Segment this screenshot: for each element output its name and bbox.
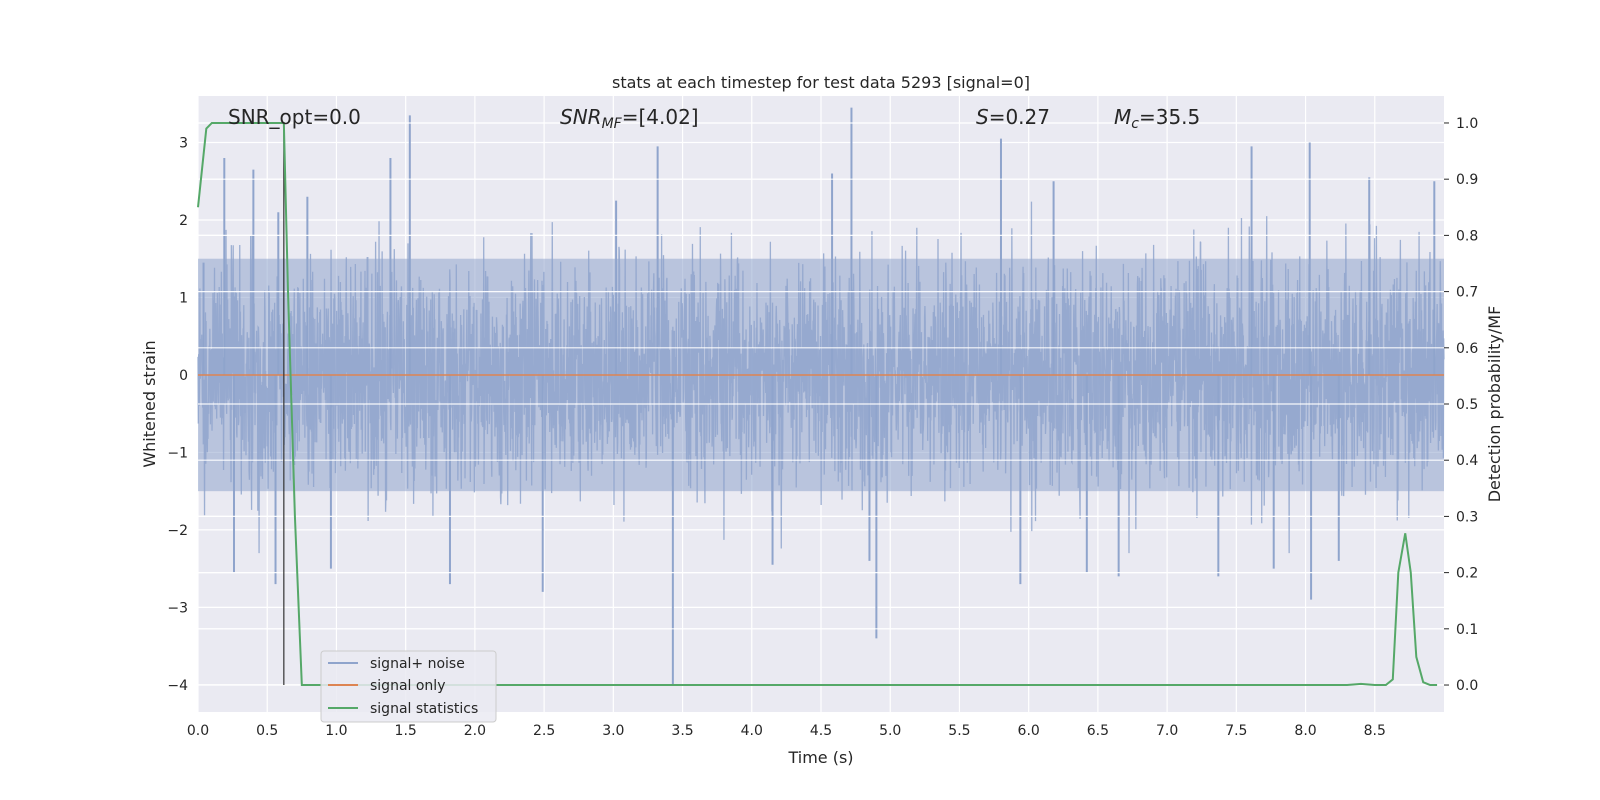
y-tick-label: −4 <box>167 678 188 694</box>
chart-title: stats at each timestep for test data 529… <box>612 73 1030 92</box>
y2-tick-label: 0.6 <box>1456 341 1478 357</box>
y2-tick-labels: 1.0 0.9 0.8 0.7 0.6 0.5 0.4 0.3 0.2 0.1 0.0 <box>1444 116 1478 694</box>
y-tick-label: 0 <box>179 368 188 384</box>
annotation-mc: Mc=35.5 <box>1114 105 1200 132</box>
annotation-snr-mf-name: SNR <box>560 105 602 129</box>
y2-tick-label: 1.0 <box>1456 116 1478 132</box>
y2-tick-label: 0.4 <box>1456 453 1478 469</box>
y2-tick-label: 0.2 <box>1456 566 1478 582</box>
annotation-mc-name: M <box>1114 105 1131 129</box>
annotation-snr-mf-value: =[4.02] <box>622 105 699 129</box>
y-tick-label: 2 <box>179 213 188 229</box>
x-tick-label: 3.5 <box>671 723 693 739</box>
y2-tick-label: 0.3 <box>1456 509 1478 525</box>
annotation-snr-mf-sub: MF <box>602 116 623 132</box>
x-tick-label: 7.0 <box>1156 723 1178 739</box>
annotation-mc-value: =35.5 <box>1139 105 1200 129</box>
x-tick-label: 3.0 <box>602 723 624 739</box>
y-axis-label: Whitened strain <box>140 340 159 467</box>
y2-tick-label: 0.5 <box>1456 397 1478 413</box>
y2-tick-label: 0.7 <box>1456 285 1478 301</box>
legend-label-signal-only: signal only <box>370 678 445 694</box>
x-tick-label: 5.5 <box>948 723 970 739</box>
y2-tick-label: 0.0 <box>1456 678 1478 694</box>
annotation-mc-sub: c <box>1131 116 1139 132</box>
y-tick-label: −2 <box>167 523 188 539</box>
y-tick-label: 3 <box>179 135 188 151</box>
x-tick-label: 2.0 <box>464 723 486 739</box>
x-tick-label: 8.5 <box>1364 723 1386 739</box>
x-tick-label: 7.5 <box>1225 723 1247 739</box>
x-tick-label: 4.5 <box>810 723 832 739</box>
y2-tick-label: 0.9 <box>1456 172 1478 188</box>
annotation-snr-mf: SNRMF=[4.02] <box>560 105 699 132</box>
x-tick-label: 5.0 <box>879 723 901 739</box>
x-tick-label: 1.5 <box>395 723 417 739</box>
x-axis-label: Time (s) <box>787 748 853 767</box>
legend-label-signal-statistics: signal statistics <box>370 701 478 717</box>
x-tick-label: 2.5 <box>533 723 555 739</box>
y-tick-label: −3 <box>167 600 188 616</box>
x-tick-label: 0.5 <box>256 723 278 739</box>
legend: signal+ noise signal only signal statist… <box>320 650 497 723</box>
y2-tick-label: 0.1 <box>1456 622 1478 638</box>
annotation-s: S=0.27 <box>976 105 1050 129</box>
x-tick-label: 0.0 <box>187 723 209 739</box>
y2-tick-label: 0.8 <box>1456 228 1478 244</box>
x-tick-label: 8.0 <box>1294 723 1316 739</box>
x-tick-label: 6.0 <box>1018 723 1040 739</box>
series-lines <box>197 121 1444 687</box>
x-tick-label: 4.0 <box>741 723 763 739</box>
y2-axis-label: Detection probability/MF <box>1485 306 1504 503</box>
legend-box <box>320 650 497 723</box>
y-tick-label: 1 <box>179 290 188 306</box>
legend-label-signal-plus-noise: signal+ noise <box>370 656 465 672</box>
annotation-snr-opt: SNR_opt=0.0 <box>228 105 361 129</box>
x-tick-label: 6.5 <box>1087 723 1109 739</box>
annotation-s-value: =0.27 <box>989 105 1050 129</box>
x-tick-labels: 0.0 0.5 1.0 1.5 2.0 2.5 3.0 3.5 4.0 4.5 5.0 5.5 6.0 6… <box>187 723 1386 739</box>
y-tick-label: −1 <box>167 445 188 461</box>
y-tick-labels: 3 2 1 0 −1 −2 −3 −4 <box>167 135 188 693</box>
annotation-s-name: S <box>976 105 989 129</box>
x-tick-label: 1.0 <box>325 723 347 739</box>
signal-statistics-line <box>197 121 1438 687</box>
